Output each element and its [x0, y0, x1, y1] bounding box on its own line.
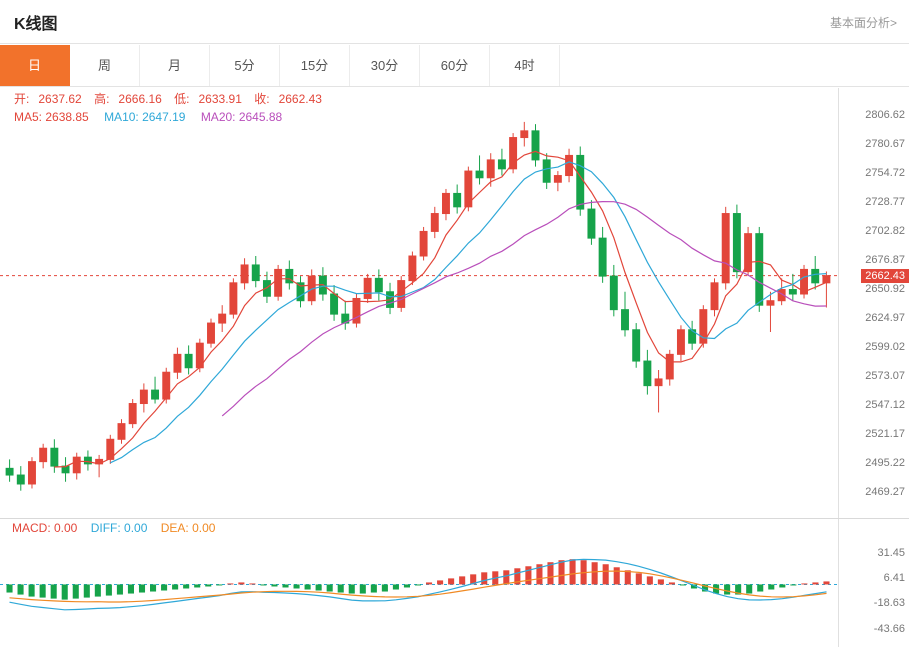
low-value: 2633.91 — [198, 92, 242, 106]
fundamental-analysis-link[interactable]: 基本面分析> — [829, 16, 897, 30]
price-tick-label: 2780.67 — [865, 137, 905, 150]
tab-30min[interactable]: 30分 — [350, 45, 420, 86]
chart-container: 开: 2637.62 高: 2666.16 低: 2633.91 收: 2662.43 … — [0, 88, 909, 647]
tab-4hour[interactable]: 4时 — [490, 45, 560, 86]
period-tabs: 日 周 月 5分 15分 30分 60分 4时 — [0, 45, 909, 87]
high-value: 2666.16 — [118, 92, 162, 106]
diff-value: DIFF: 0.00 — [90, 521, 148, 535]
tab-day[interactable]: 日 — [0, 45, 70, 86]
ohlc-row: 开: 2637.62 高: 2666.16 低: 2633.91 收: 2662.43 — [14, 90, 331, 108]
price-tick-label: 2650.92 — [865, 282, 905, 295]
price-tick-label: 2469.27 — [865, 485, 905, 498]
ohlc-legend: 开: 2637.62 高: 2666.16 低: 2633.91 收: 2662.43 … — [14, 90, 331, 126]
tab-week[interactable]: 周 — [70, 45, 140, 86]
macd-plot[interactable]: MACD: 0.00 DIFF: 0.00 DEA: 0.00 — [0, 519, 838, 647]
price-tick-label: 2754.72 — [865, 166, 905, 179]
price-tick-label: 2547.12 — [865, 398, 905, 411]
macd-tick-label: -43.66 — [873, 622, 905, 635]
macd-legend: MACD: 0.00 DIFF: 0.00 DEA: 0.00 — [12, 521, 215, 535]
ma5-value: MA5: 2638.85 — [14, 110, 89, 124]
ma20-value: MA20: 2645.88 — [200, 110, 283, 124]
current-price-tag: 2662.43 — [861, 268, 909, 283]
price-tick-label: 2573.07 — [865, 369, 905, 382]
macd-panel: MACD: 0.00 DIFF: 0.00 DEA: 0.00 31.45 6.4… — [0, 518, 909, 647]
price-plot[interactable]: 开: 2637.62 高: 2666.16 低: 2633.91 收: 2662.43 … — [0, 88, 838, 518]
open-label: 开: — [14, 92, 30, 106]
price-tick-label: 2495.22 — [865, 456, 905, 469]
macd-svg — [0, 558, 838, 611]
price-tick-label: 2599.02 — [865, 340, 905, 353]
macd-value: MACD: 0.00 — [12, 521, 78, 535]
price-tick-label: 2676.87 — [865, 253, 905, 266]
tab-5min[interactable]: 5分 — [210, 45, 280, 86]
price-tick-label: 2728.77 — [865, 195, 905, 208]
dea-value: DEA: 0.00 — [160, 521, 216, 535]
price-tick-label: 2521.17 — [865, 427, 905, 440]
open-value: 2637.62 — [38, 92, 82, 106]
ma10-value: MA10: 2647.19 — [104, 110, 186, 124]
price-axis: 2806.62 2780.67 2754.72 2728.77 2702.82 2676.… — [838, 88, 909, 518]
macd-axis: 31.45 6.41 -18.63 -43.66 — [838, 519, 909, 647]
tab-60min[interactable]: 60分 — [420, 45, 490, 86]
tab-month[interactable]: 月 — [140, 45, 210, 86]
macd-tick-label: -18.63 — [873, 597, 905, 610]
ma-row: MA5: 2638.85 MA10: 2647.19 MA20: 2645.88 — [14, 108, 331, 126]
macd-tick-label: 31.45 — [877, 546, 905, 559]
tab-15min[interactable]: 15分 — [280, 45, 350, 86]
macd-tick-label: 6.41 — [883, 571, 905, 584]
page-title: K线图 — [14, 16, 58, 33]
high-label: 高: — [94, 92, 110, 106]
page-header: K线图 基本面分析> — [0, 0, 909, 44]
close-value: 2662.43 — [278, 92, 322, 106]
price-tick-label: 2624.97 — [865, 311, 905, 324]
close-label: 收: — [254, 92, 270, 106]
candlestick-svg — [0, 121, 838, 491]
price-tick-label: 2806.62 — [865, 108, 905, 121]
low-label: 低: — [174, 92, 190, 106]
price-tick-label: 2702.82 — [865, 224, 905, 237]
